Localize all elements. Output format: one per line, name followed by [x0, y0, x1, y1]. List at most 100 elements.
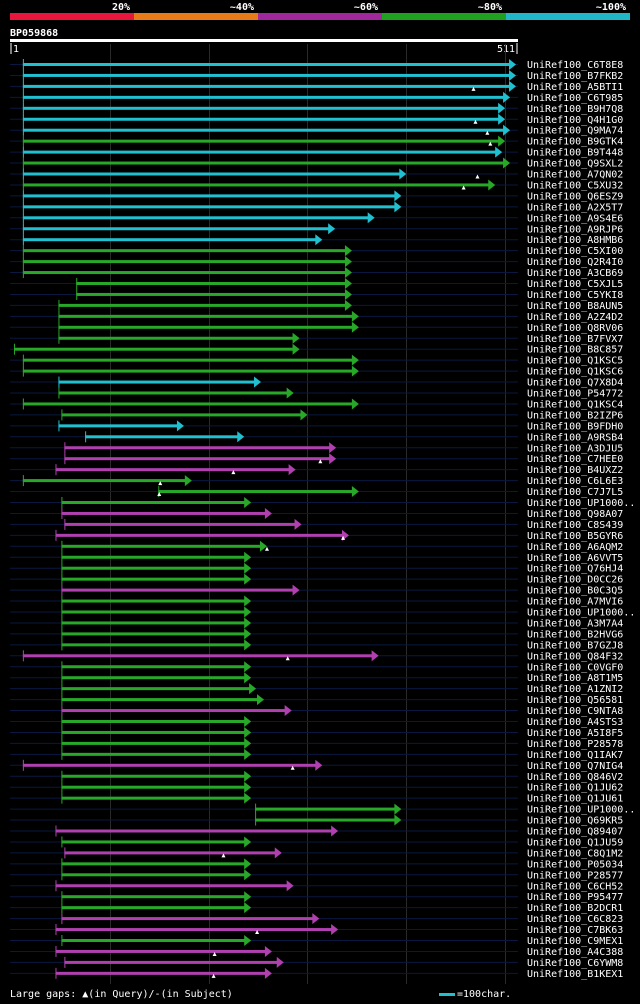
- hit-label[interactable]: UniRef100_A4C388: [527, 947, 623, 958]
- hit-label[interactable]: UniRef100_B2HVG6: [527, 629, 623, 640]
- hit-label[interactable]: UniRef100_Q9MA74: [527, 126, 623, 137]
- hit-row[interactable]: UniRef100_A4C388: [10, 945, 623, 958]
- hit-row[interactable]: UniRef100_A9S4E6: [10, 212, 623, 224]
- hit-row[interactable]: UniRef100_A2Z4D2: [10, 310, 623, 323]
- hit-row[interactable]: UniRef100_Q69KR5: [10, 814, 623, 827]
- hit-bar[interactable]: [61, 501, 246, 504]
- hit-row[interactable]: UniRef100_Q8RV06: [10, 321, 623, 334]
- hit-label[interactable]: UniRef100_Q7X8D4: [527, 378, 623, 389]
- hit-row[interactable]: UniRef100_UP1000..: [10, 803, 635, 816]
- hit-row[interactable]: UniRef100_Q2R4I0: [10, 256, 623, 268]
- hit-label[interactable]: UniRef100_B7GZJ8: [527, 640, 623, 651]
- hit-row[interactable]: UniRef100_B2DCR1: [10, 902, 623, 914]
- hit-label[interactable]: UniRef100_C5XJL5: [527, 279, 623, 290]
- hit-row[interactable]: UniRef100_B7GZJ8: [10, 639, 623, 651]
- hit-row[interactable]: UniRef100_A3CB69: [10, 267, 623, 279]
- hit-bar[interactable]: [61, 785, 246, 789]
- hit-bar[interactable]: [22, 402, 353, 406]
- hit-label[interactable]: UniRef100_Q1KSC6: [527, 367, 623, 378]
- hit-bar[interactable]: [64, 851, 276, 855]
- hit-row[interactable]: UniRef100_C8S439: [10, 518, 623, 531]
- hit-bar[interactable]: [61, 665, 246, 669]
- hit-label[interactable]: UniRef100_P28577: [527, 870, 623, 881]
- hit-label[interactable]: UniRef100_A3CB69: [527, 268, 623, 279]
- hit-bar[interactable]: [22, 369, 353, 373]
- hit-row[interactable]: UniRef100_Q9MA74: [10, 124, 623, 137]
- hit-bar[interactable]: [22, 227, 330, 231]
- hit-bar[interactable]: [85, 435, 239, 439]
- hit-label[interactable]: UniRef100_C6T8E8: [527, 60, 623, 71]
- hit-bar[interactable]: [58, 303, 346, 307]
- hit-row[interactable]: UniRef100_Q1KSC6: [10, 365, 623, 378]
- hit-row[interactable]: UniRef100_A9RJP6: [10, 223, 623, 235]
- hit-bar[interactable]: [22, 216, 369, 220]
- hit-bar[interactable]: [22, 358, 353, 362]
- hit-label[interactable]: UniRef100_B2DCR1: [527, 903, 623, 914]
- hit-bar[interactable]: [58, 391, 288, 395]
- hit-label[interactable]: UniRef100_C0VGF0: [527, 662, 623, 673]
- hit-bar[interactable]: [61, 676, 246, 680]
- hit-bar[interactable]: [22, 654, 373, 658]
- hit-label[interactable]: UniRef100_Q6ESZ9: [527, 191, 623, 202]
- hit-row[interactable]: UniRef100_B1KEX1: [10, 967, 623, 980]
- hit-row[interactable]: UniRef100_Q56581: [10, 694, 623, 706]
- hit-label[interactable]: UniRef100_P54772: [527, 389, 623, 400]
- hit-bar[interactable]: [61, 413, 302, 417]
- hit-row[interactable]: UniRef100_C5YKI8: [10, 288, 623, 301]
- hit-bar[interactable]: [61, 906, 246, 910]
- hit-bar[interactable]: [61, 840, 246, 844]
- hit-label[interactable]: UniRef100_Q9SXL2: [527, 159, 623, 170]
- hit-bar[interactable]: [64, 457, 331, 461]
- hit-bar[interactable]: [22, 249, 346, 253]
- hit-bar[interactable]: [61, 774, 246, 778]
- hit-row[interactable]: UniRef100_C7BK63: [10, 924, 623, 936]
- hit-label[interactable]: UniRef100_C5XI00: [527, 246, 623, 257]
- hit-label[interactable]: UniRef100_Q1KSC4: [527, 399, 623, 410]
- hit-row[interactable]: UniRef100_Q4H1G0: [10, 113, 623, 126]
- hit-row[interactable]: UniRef100_D0CC26: [10, 573, 623, 586]
- hit-label[interactable]: UniRef100_B2IZP6: [527, 410, 623, 421]
- hit-bar[interactable]: [64, 446, 331, 450]
- hit-row[interactable]: UniRef100_B2HVG6: [10, 628, 623, 640]
- hit-label[interactable]: UniRef100_Q1JU61: [527, 794, 623, 805]
- hit-bar[interactable]: [22, 84, 511, 88]
- hit-row[interactable]: UniRef100_A7QN02: [10, 168, 623, 181]
- hit-bar[interactable]: [61, 511, 266, 515]
- hit-row[interactable]: UniRef100_Q6ESZ9: [10, 190, 623, 202]
- hit-row[interactable]: UniRef100_B8AUN5: [10, 299, 623, 312]
- hit-row[interactable]: UniRef100_C8Q1M2: [10, 847, 623, 859]
- hit-label[interactable]: UniRef100_Q8RV06: [527, 323, 623, 334]
- hit-bar[interactable]: [61, 873, 246, 877]
- hit-label[interactable]: UniRef100_C5YKI8: [527, 290, 623, 301]
- hit-bar[interactable]: [22, 205, 396, 209]
- hit-bar[interactable]: [61, 555, 246, 559]
- hit-label[interactable]: UniRef100_Q84F32: [527, 651, 623, 662]
- hit-bar[interactable]: [55, 829, 333, 833]
- hit-bar[interactable]: [22, 260, 346, 264]
- hit-bar[interactable]: [61, 599, 246, 603]
- hit-row[interactable]: UniRef100_A3DJU5: [10, 442, 623, 454]
- hit-bar[interactable]: [61, 621, 246, 625]
- hit-label[interactable]: UniRef100_C6L6E3: [527, 476, 623, 487]
- hit-bar[interactable]: [22, 139, 500, 143]
- hit-row[interactable]: UniRef100_C6C823: [10, 913, 623, 925]
- hit-label[interactable]: UniRef100_B7FVX7: [527, 334, 623, 345]
- hit-label[interactable]: UniRef100_B4UXZ2: [527, 465, 623, 476]
- hit-label[interactable]: UniRef100_C9NTA8: [527, 706, 623, 717]
- hit-row[interactable]: UniRef100_C6YWM8: [10, 956, 623, 969]
- hit-bar[interactable]: [58, 380, 256, 384]
- hit-bar[interactable]: [55, 949, 266, 953]
- hit-bar[interactable]: [13, 347, 294, 351]
- hit-bar[interactable]: [255, 818, 396, 822]
- hit-row[interactable]: UniRef100_Q1IAK7: [10, 748, 623, 761]
- hit-label[interactable]: UniRef100_C6T985: [527, 93, 623, 104]
- hit-row[interactable]: UniRef100_A4STS3: [10, 716, 623, 728]
- hit-row[interactable]: UniRef100_P28577: [10, 869, 623, 881]
- hit-label[interactable]: UniRef100_C7HEE0: [527, 454, 623, 465]
- hit-bar[interactable]: [61, 730, 246, 734]
- hit-label[interactable]: UniRef100_B1KEX1: [527, 969, 623, 980]
- hit-bar[interactable]: [61, 610, 246, 614]
- hit-label[interactable]: UniRef100_Q76HJ4: [527, 564, 623, 575]
- hit-bar[interactable]: [22, 95, 505, 99]
- hit-bar[interactable]: [76, 292, 346, 296]
